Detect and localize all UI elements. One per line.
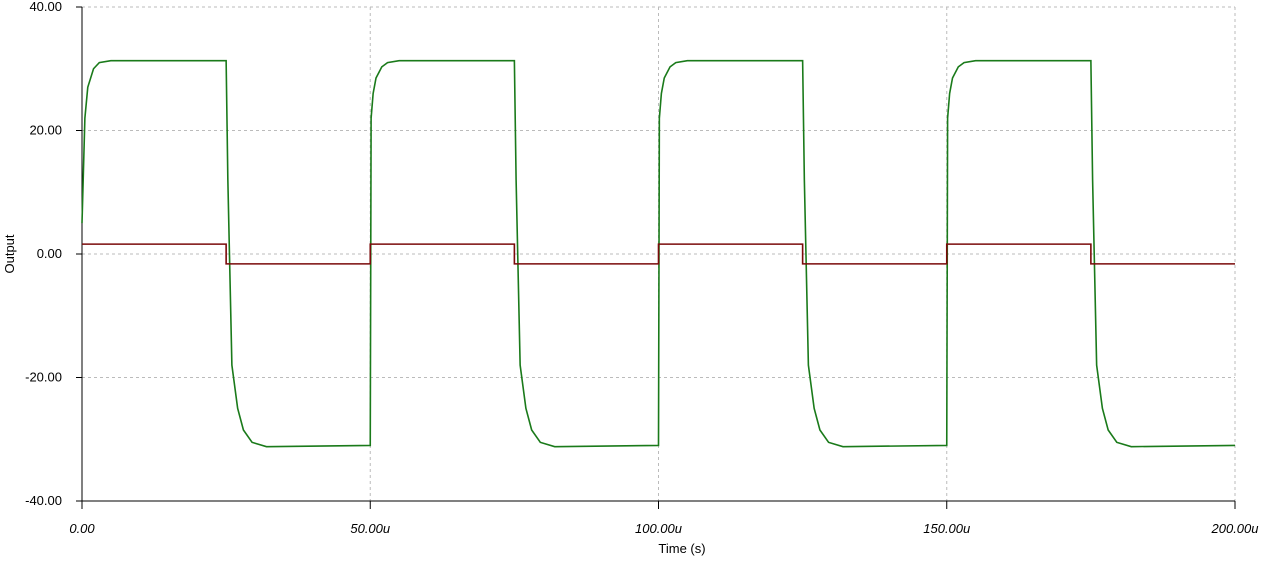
series-line — [82, 243, 1235, 265]
y-tick-label: 40.00 — [29, 0, 62, 14]
series-line — [81, 59, 1236, 448]
x-axis-label: Time (s) — [658, 541, 705, 556]
x-tick-label: 100.00u — [635, 521, 682, 536]
x-tick-label: 150.00u — [923, 521, 970, 536]
x-tick-label: 200.00u — [1211, 521, 1259, 536]
x-tick-label: 50.00u — [350, 521, 390, 536]
y-axis-label: Output — [2, 234, 17, 273]
y-tick-label: 0.00 — [37, 246, 62, 261]
y-tick-label: -20.00 — [25, 370, 62, 385]
x-tick-label: 0.00 — [69, 521, 95, 536]
y-tick-label: -40.00 — [25, 493, 62, 508]
y-tick-label: 20.00 — [29, 123, 62, 138]
